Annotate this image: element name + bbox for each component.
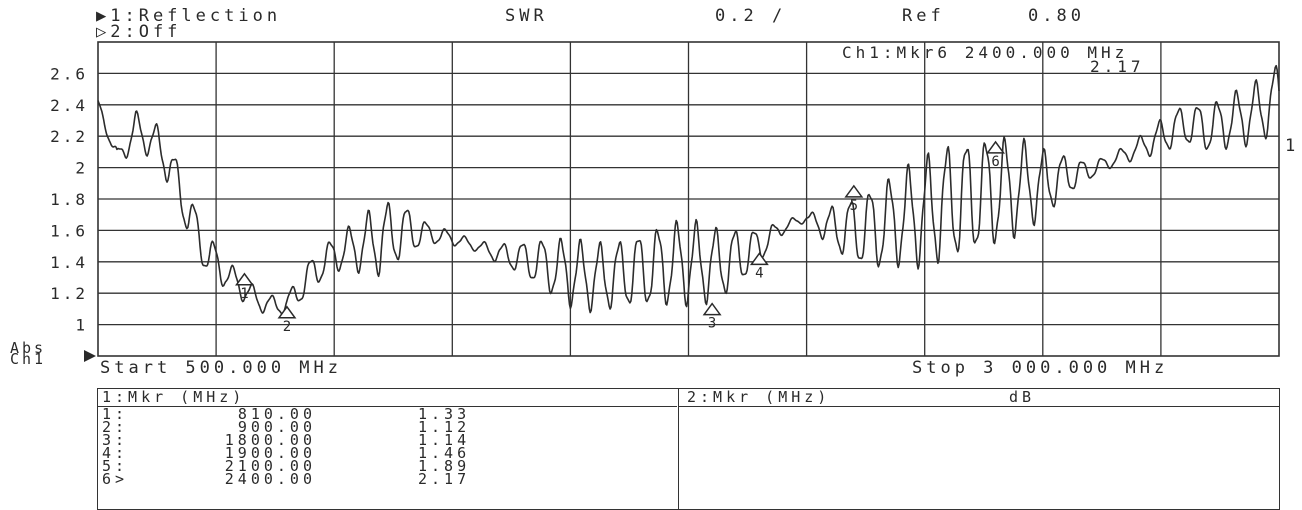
marker-table-1-title: 1:Mkr (MHz) — [102, 388, 246, 406]
y-tick-label: 2 — [75, 159, 88, 178]
marker-row-val: 1.14 — [418, 431, 471, 449]
marker-row-val: 1.33 — [418, 405, 471, 423]
y-tick-label: 2.2 — [50, 127, 88, 146]
scale-label: 0.2 / — [715, 6, 787, 26]
abs-label: Abs — [10, 339, 47, 357]
marker-row-val: 1.46 — [418, 444, 471, 462]
marker-2-label: 2 — [283, 319, 291, 335]
marker-4-triangle-icon — [749, 252, 769, 266]
marker-table-1: 1:Mkr (MHz) 1: 810.00 1.33 2: 900.00 1.12 3: 18… — [97, 388, 678, 510]
ref-label: Ref — [902, 6, 945, 26]
marker-5-triangle-icon — [844, 184, 864, 198]
swr-chart: 2.6 2.4 2.2 2 1.8 1.6 1.4 1.2 1 1 2 3 4 5 6 — [50, 41, 1280, 357]
marker-3-triangle-icon — [702, 302, 722, 316]
marker-row-freq: 1800.00 — [224, 431, 316, 449]
marker-5-label: 5 — [850, 198, 858, 214]
marker-table-2-header-bar — [679, 389, 1279, 407]
start-frequency: Start 500.000 MHz — [100, 358, 342, 378]
marker-6-label: 6 — [991, 154, 999, 170]
y-tick-label: 2.4 — [50, 96, 88, 115]
stop-frequency: Stop 3 000.000 MHz — [912, 358, 1169, 378]
marker-row-val: 2.17 — [418, 470, 471, 488]
ch1-label: Ch1 — [10, 350, 47, 368]
marker-1-label: 1 — [240, 286, 248, 302]
y-tick-label: 1.8 — [50, 190, 88, 209]
marker-table-2: 2:Mkr (MHz) dB — [678, 388, 1280, 510]
marker-table-1-header-bar — [98, 389, 677, 407]
y-tick-label: 1.6 — [50, 221, 88, 240]
marker-row-idx: 6> — [102, 470, 129, 488]
chart-grid — [97, 41, 1280, 357]
marker-row-idx: 2: — [102, 418, 129, 436]
channel1-label: ▶1:Reflection — [96, 6, 282, 26]
format-label: SWR — [505, 6, 548, 26]
marker-row-idx: 4: — [102, 444, 129, 462]
y-tick-label: 2.6 — [50, 64, 88, 83]
marker-row-freq: 1900.00 — [224, 444, 316, 462]
y-tick-label: 1.4 — [50, 253, 88, 272]
swr-trace — [97, 64, 1280, 315]
trace-ref-number: 1 — [1285, 136, 1300, 156]
marker-row-freq: 900.00 — [237, 418, 316, 436]
marker-table-2-unit: dB — [1009, 388, 1036, 406]
marker-row-val: 1.89 — [418, 457, 471, 475]
marker-table-2-title: 2:Mkr (MHz) — [687, 388, 831, 406]
channel2-label: ▷2:Off — [96, 22, 182, 42]
marker-row-val: 1.12 — [418, 418, 471, 436]
marker-readout-line2: 2.17 — [1090, 57, 1145, 76]
marker-row-idx: 1: — [102, 405, 129, 423]
marker-row-freq: 2100.00 — [224, 457, 316, 475]
channel-pointer-icon — [84, 350, 96, 362]
marker-layer: 1 2 3 4 5 6 — [234, 140, 1006, 335]
marker-4-label: 4 — [755, 265, 763, 281]
y-tick-label: 1.2 — [50, 284, 88, 303]
y-tick-label: 1 — [75, 316, 88, 335]
marker-row-idx: 3: — [102, 431, 129, 449]
marker-6-triangle-icon — [986, 140, 1006, 154]
ref-value: 0.80 — [1028, 6, 1085, 26]
marker-readout-line1: Ch1:Mkr6 2400.000 MHz — [842, 43, 1129, 62]
marker-row-freq: 2400.00 — [224, 470, 316, 488]
marker-row-idx: 5: — [102, 457, 129, 475]
marker-2-triangle-icon — [277, 305, 297, 319]
marker-row-freq: 810.00 — [237, 405, 316, 423]
marker-1-triangle-icon — [234, 272, 254, 286]
y-tick-labels: 2.6 2.4 2.2 2 1.8 1.6 1.4 1.2 1 — [50, 64, 88, 335]
marker-3-label: 3 — [708, 316, 716, 332]
